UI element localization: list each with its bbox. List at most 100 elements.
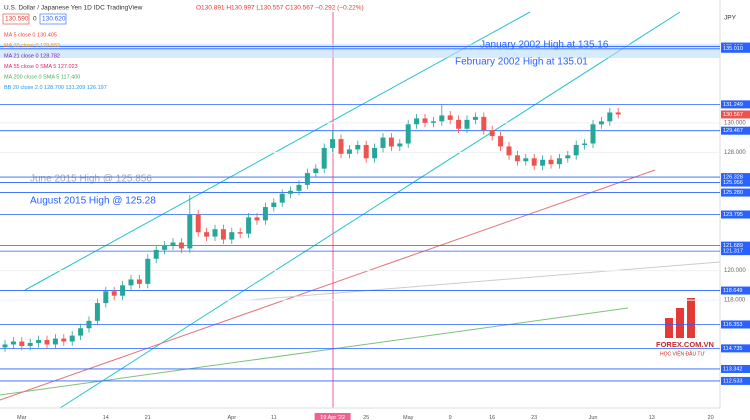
level-label-box [721, 320, 750, 329]
brand: FOREX.COM.VN [656, 340, 714, 349]
candle-body [498, 136, 504, 147]
tagline: HỌC VIỆN ĐẦU TƯ [660, 349, 705, 357]
candle-body [456, 119, 462, 129]
candle-body [388, 137, 394, 147]
indicator-legend: MA 21 close 0 128.782 [4, 53, 60, 59]
y-tick-label: 130.000 [724, 120, 746, 126]
candle-body [262, 207, 268, 221]
level-label: 112.533 [723, 378, 742, 384]
level-label: 125.956 [723, 180, 743, 186]
level-label: 131.249 [723, 102, 743, 108]
candle-body [615, 112, 621, 115]
channel-line [24, 11, 531, 291]
level-label: 125.280 [723, 190, 743, 196]
candle-body [355, 144, 361, 150]
candle-body [363, 144, 369, 159]
buy-box[interactable] [39, 13, 67, 25]
annotation: August 2015 High @ 125.28 [30, 196, 156, 207]
candle-body [44, 340, 50, 345]
x-tick-label: 14 [103, 415, 109, 420]
x-tick-label: 23 [531, 415, 537, 420]
level-label-box [721, 376, 750, 385]
currency: JPY [724, 15, 737, 22]
candle-body [422, 118, 428, 123]
candle-body [204, 232, 210, 237]
candle-body [212, 229, 218, 237]
resistance-zone [0, 44, 720, 58]
candle-body [607, 112, 613, 122]
candle-body [573, 144, 579, 156]
candle-body [447, 115, 453, 120]
watermark: FOREX.COM.VN HỌC VIỆN ĐẦU TƯ [656, 298, 714, 357]
candle-body [187, 214, 193, 249]
level-label-box [721, 286, 750, 295]
level-label: 123.795 [723, 212, 743, 218]
sell-price[interactable]: 130.590 [5, 16, 29, 23]
last-price: 130.567 [723, 112, 743, 118]
date-marker-box [314, 413, 351, 420]
candle-body [464, 119, 470, 129]
candle-body [565, 155, 571, 159]
candle-body [430, 121, 436, 123]
logo-bar [687, 298, 695, 338]
level-label: 129.467 [723, 128, 743, 134]
candle-body [540, 159, 546, 166]
sell-box[interactable] [2, 13, 30, 25]
level-label-box [721, 247, 750, 256]
indicator-legend: MA 200 close 0 SMA 5 117.400 [4, 74, 80, 80]
candle-body [145, 258, 151, 284]
annotation: January 2002 High at 135.16 [480, 40, 609, 51]
x-tick-label: May [403, 415, 414, 420]
level-label: 126.328 [723, 175, 743, 181]
candle-body [313, 168, 319, 174]
candle-body [582, 143, 588, 145]
candle-body [27, 342, 33, 346]
candle-body [414, 118, 420, 125]
x-tick-label: Apr [228, 415, 237, 420]
candle-body [514, 155, 520, 162]
candle-body [120, 285, 126, 296]
spread: 0 [33, 16, 37, 23]
annotation: June 2015 High @ 125.856 [30, 174, 152, 185]
candle-body [481, 116, 487, 131]
candle-body [330, 139, 336, 148]
candle-body [36, 340, 42, 343]
level-label-box [721, 100, 750, 109]
candle-body [296, 184, 302, 191]
logo-bar [665, 318, 673, 338]
candle-body [506, 146, 512, 156]
candle-body [338, 139, 344, 154]
indicator-legend: MA 5 close 0 130.405 [4, 32, 57, 38]
trend-line [0, 169, 656, 401]
candle-body [61, 338, 67, 342]
indicator-legend: BB 20 close 2.0 128.700 131.209 126.197 [4, 85, 107, 91]
level-label: 113.342 [723, 366, 742, 372]
candle-body [405, 124, 411, 144]
level-label-box [721, 210, 750, 219]
level-label-box [721, 188, 750, 197]
buy-price[interactable]: 130.620 [42, 16, 66, 23]
candle-body [523, 158, 529, 162]
level-label-box [721, 126, 750, 135]
candle-body [86, 320, 92, 329]
trend-line [0, 307, 629, 396]
x-tick-label: 9 [449, 415, 452, 420]
candle-body [52, 338, 58, 345]
x-tick-label: 21 [145, 415, 151, 420]
logo-bar [676, 308, 684, 338]
x-tick-label: 20 [708, 415, 714, 420]
candle-body [548, 159, 554, 165]
candle-body [78, 328, 84, 336]
ohlc: O130.891 H130.997 L130.557 C130.567 −0.2… [196, 5, 364, 12]
level-label: 116.353 [723, 322, 742, 328]
candle-body [2, 344, 8, 348]
level-label-box [721, 241, 750, 250]
trendlines [0, 11, 721, 409]
y-tick-label: 128.000 [724, 150, 746, 156]
candle-body [304, 173, 310, 185]
level-label-box [721, 44, 750, 53]
candle-body [598, 121, 604, 125]
candle-body [531, 158, 537, 166]
